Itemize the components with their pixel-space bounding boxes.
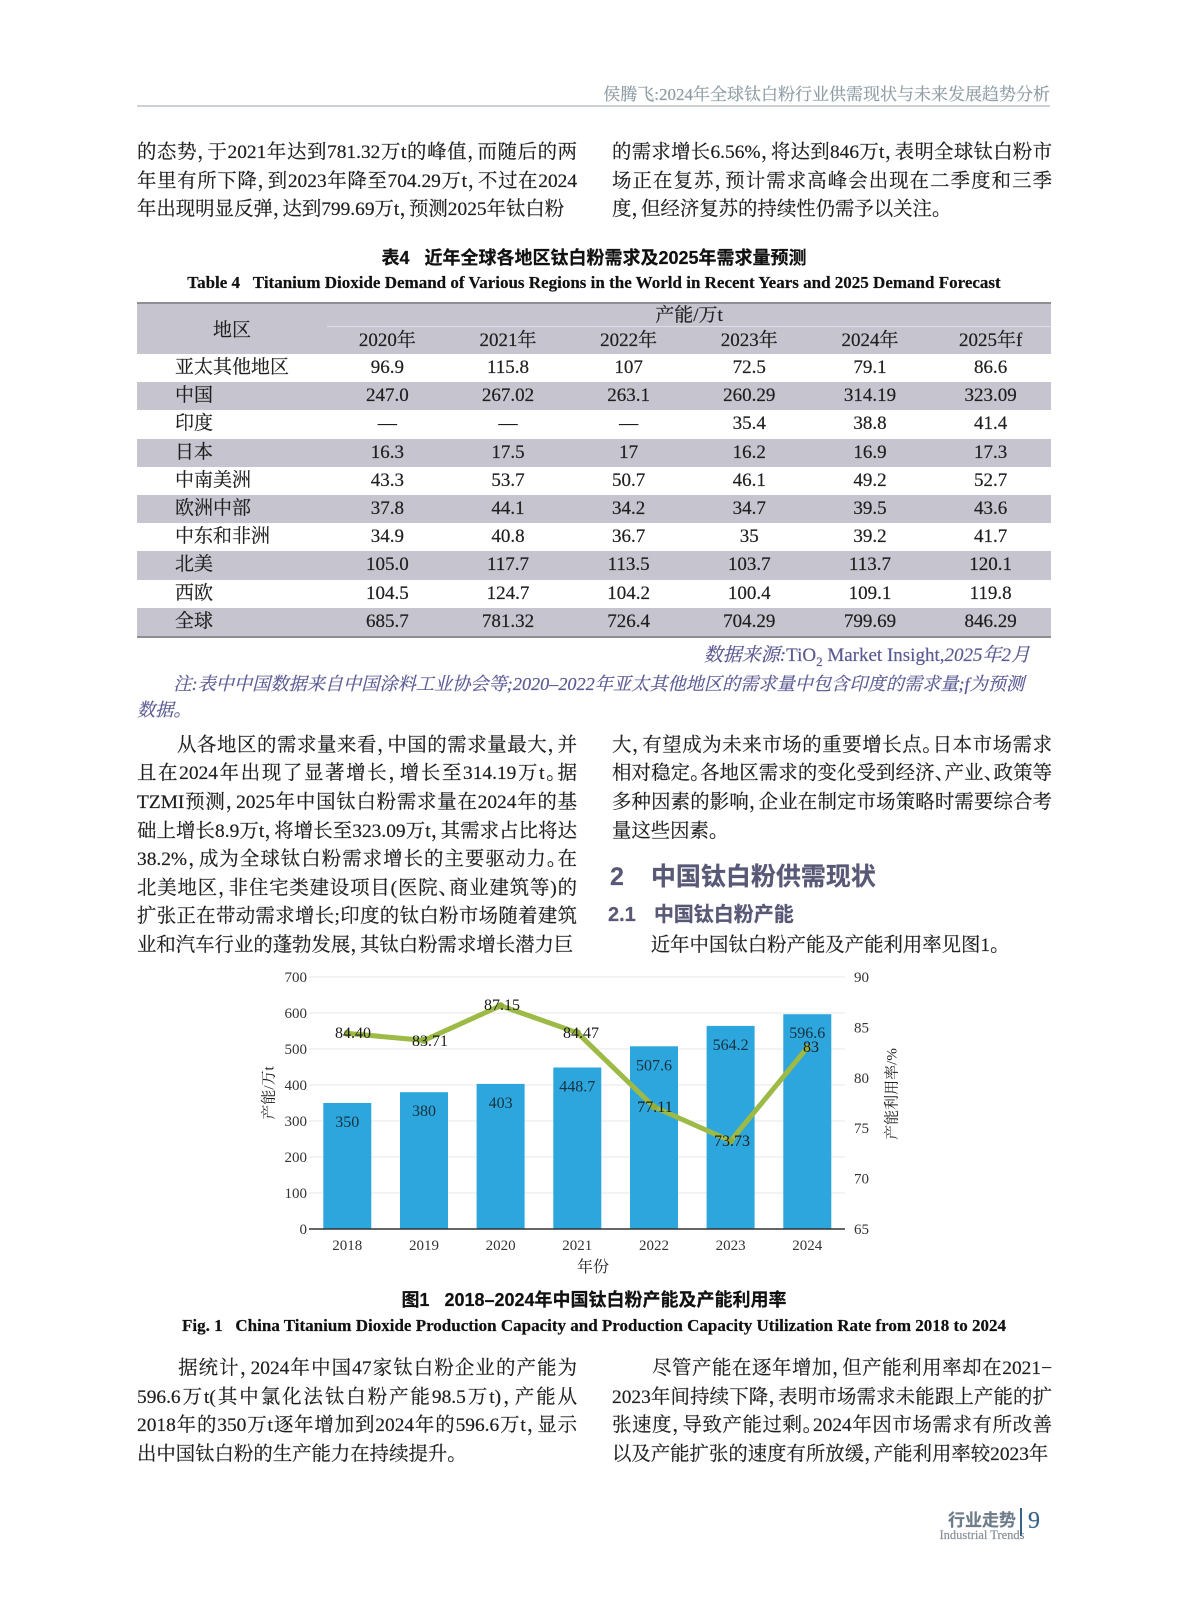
- svg-text:403: 403: [489, 1095, 513, 1112]
- svg-text:500: 500: [285, 1042, 308, 1058]
- svg-text:84.40: 84.40: [335, 1025, 371, 1042]
- svg-text:产能利用率/%: 产能利用率/%: [884, 1048, 901, 1140]
- svg-text:380: 380: [412, 1103, 436, 1120]
- svg-text:2019: 2019: [409, 1238, 439, 1254]
- svg-text:83.71: 83.71: [412, 1033, 448, 1050]
- svg-text:80: 80: [854, 1071, 869, 1087]
- svg-text:507.6: 507.6: [636, 1058, 672, 1075]
- svg-text:400: 400: [285, 1078, 308, 1094]
- svg-text:600: 600: [285, 1006, 308, 1022]
- svg-text:年份: 年份: [577, 1257, 609, 1276]
- svg-text:75: 75: [854, 1121, 869, 1137]
- svg-text:产能/万t: 产能/万t: [261, 1066, 278, 1120]
- svg-text:70: 70: [854, 1172, 869, 1188]
- svg-text:300: 300: [285, 1114, 308, 1130]
- svg-text:2022: 2022: [639, 1238, 669, 1254]
- svg-text:65: 65: [854, 1222, 869, 1238]
- svg-text:200: 200: [285, 1150, 308, 1166]
- svg-text:73.73: 73.73: [714, 1133, 750, 1150]
- svg-text:448.7: 448.7: [559, 1079, 595, 1096]
- svg-text:2021: 2021: [562, 1238, 592, 1254]
- svg-text:85: 85: [854, 1020, 869, 1036]
- svg-text:2024: 2024: [792, 1238, 823, 1254]
- svg-text:0: 0: [300, 1222, 308, 1238]
- svg-text:90: 90: [854, 970, 869, 986]
- svg-text:100: 100: [285, 1186, 308, 1202]
- svg-text:596.6: 596.6: [789, 1025, 825, 1042]
- svg-text:84.47: 84.47: [563, 1025, 599, 1042]
- svg-text:564.2: 564.2: [713, 1037, 749, 1054]
- svg-text:77.11: 77.11: [637, 1099, 672, 1116]
- svg-text:83: 83: [803, 1039, 819, 1056]
- svg-text:700: 700: [285, 970, 308, 986]
- svg-text:2023: 2023: [716, 1238, 746, 1254]
- svg-text:2020: 2020: [486, 1238, 516, 1254]
- svg-text:350: 350: [335, 1114, 359, 1131]
- svg-text:87.15: 87.15: [484, 997, 520, 1014]
- svg-text:2018: 2018: [332, 1238, 362, 1254]
